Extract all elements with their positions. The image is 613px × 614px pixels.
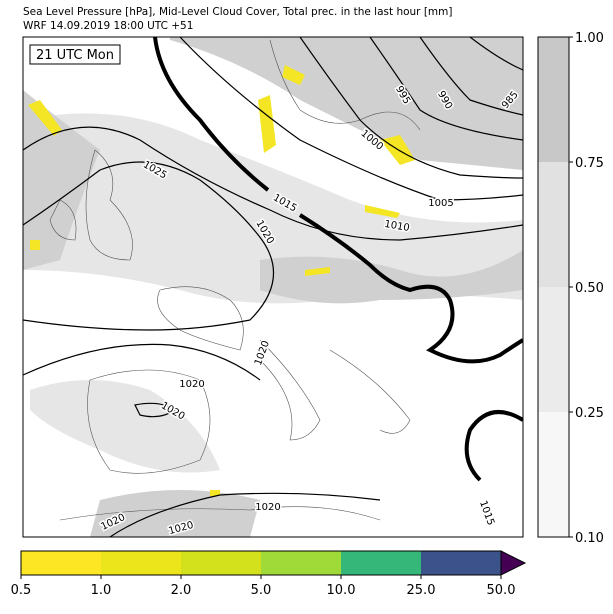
tick-label: 0.10	[575, 531, 604, 546]
isobars	[23, 37, 523, 537]
time-label-box	[29, 44, 121, 65]
tick-label: 0.50	[575, 281, 604, 296]
title: Sea Level Pressure [hPa], Mid-Level Clou…	[23, 6, 453, 18]
colorbar-segment	[538, 162, 569, 287]
tick-label: 0.5	[11, 583, 32, 598]
subtitle: WRF 14.09.2019 18:00 UTC +51	[23, 20, 193, 32]
colorbar-segment	[101, 551, 181, 575]
colorbar-segment	[261, 551, 341, 575]
precip-colorbar: 0.5 1.0 2.0 5.0 10.0 25.0 50.0	[11, 550, 527, 598]
tick-label: 0.25	[575, 406, 604, 421]
colorbar-segment	[421, 551, 501, 575]
contour-label: 1020	[255, 502, 280, 513]
map-frame	[22, 36, 524, 538]
colorbar-segment	[341, 551, 421, 575]
tick-label: 25.0	[407, 583, 436, 598]
colorbar-segment	[538, 37, 569, 162]
coastlines	[49, 39, 421, 521]
map: 995 990 9851000100510101015102010251020102…	[23, 37, 523, 537]
tick-label: 1.0	[91, 583, 112, 598]
colorbar-segment	[181, 551, 261, 575]
cloud-cover	[23, 37, 523, 537]
tick-label: 0.75	[575, 156, 604, 171]
tick-label: 5.0	[251, 583, 272, 598]
tick-label: 1.00	[575, 31, 604, 46]
time-label: 21 UTC Mon	[36, 48, 114, 63]
colorbar-segment	[538, 287, 569, 412]
tick-label: 10.0	[327, 583, 356, 598]
contour-label: 1005	[428, 198, 453, 209]
cloud-colorbar: 0.10 0.25 0.50 0.75 1.00	[537, 31, 604, 546]
tick-label: 2.0	[171, 583, 192, 598]
tick-label: 50.0	[487, 583, 516, 598]
colorbar-extend	[500, 550, 527, 576]
contour-label: 1020	[179, 379, 204, 390]
colorbar-segment	[21, 551, 101, 575]
colorbar-segment	[538, 412, 569, 537]
